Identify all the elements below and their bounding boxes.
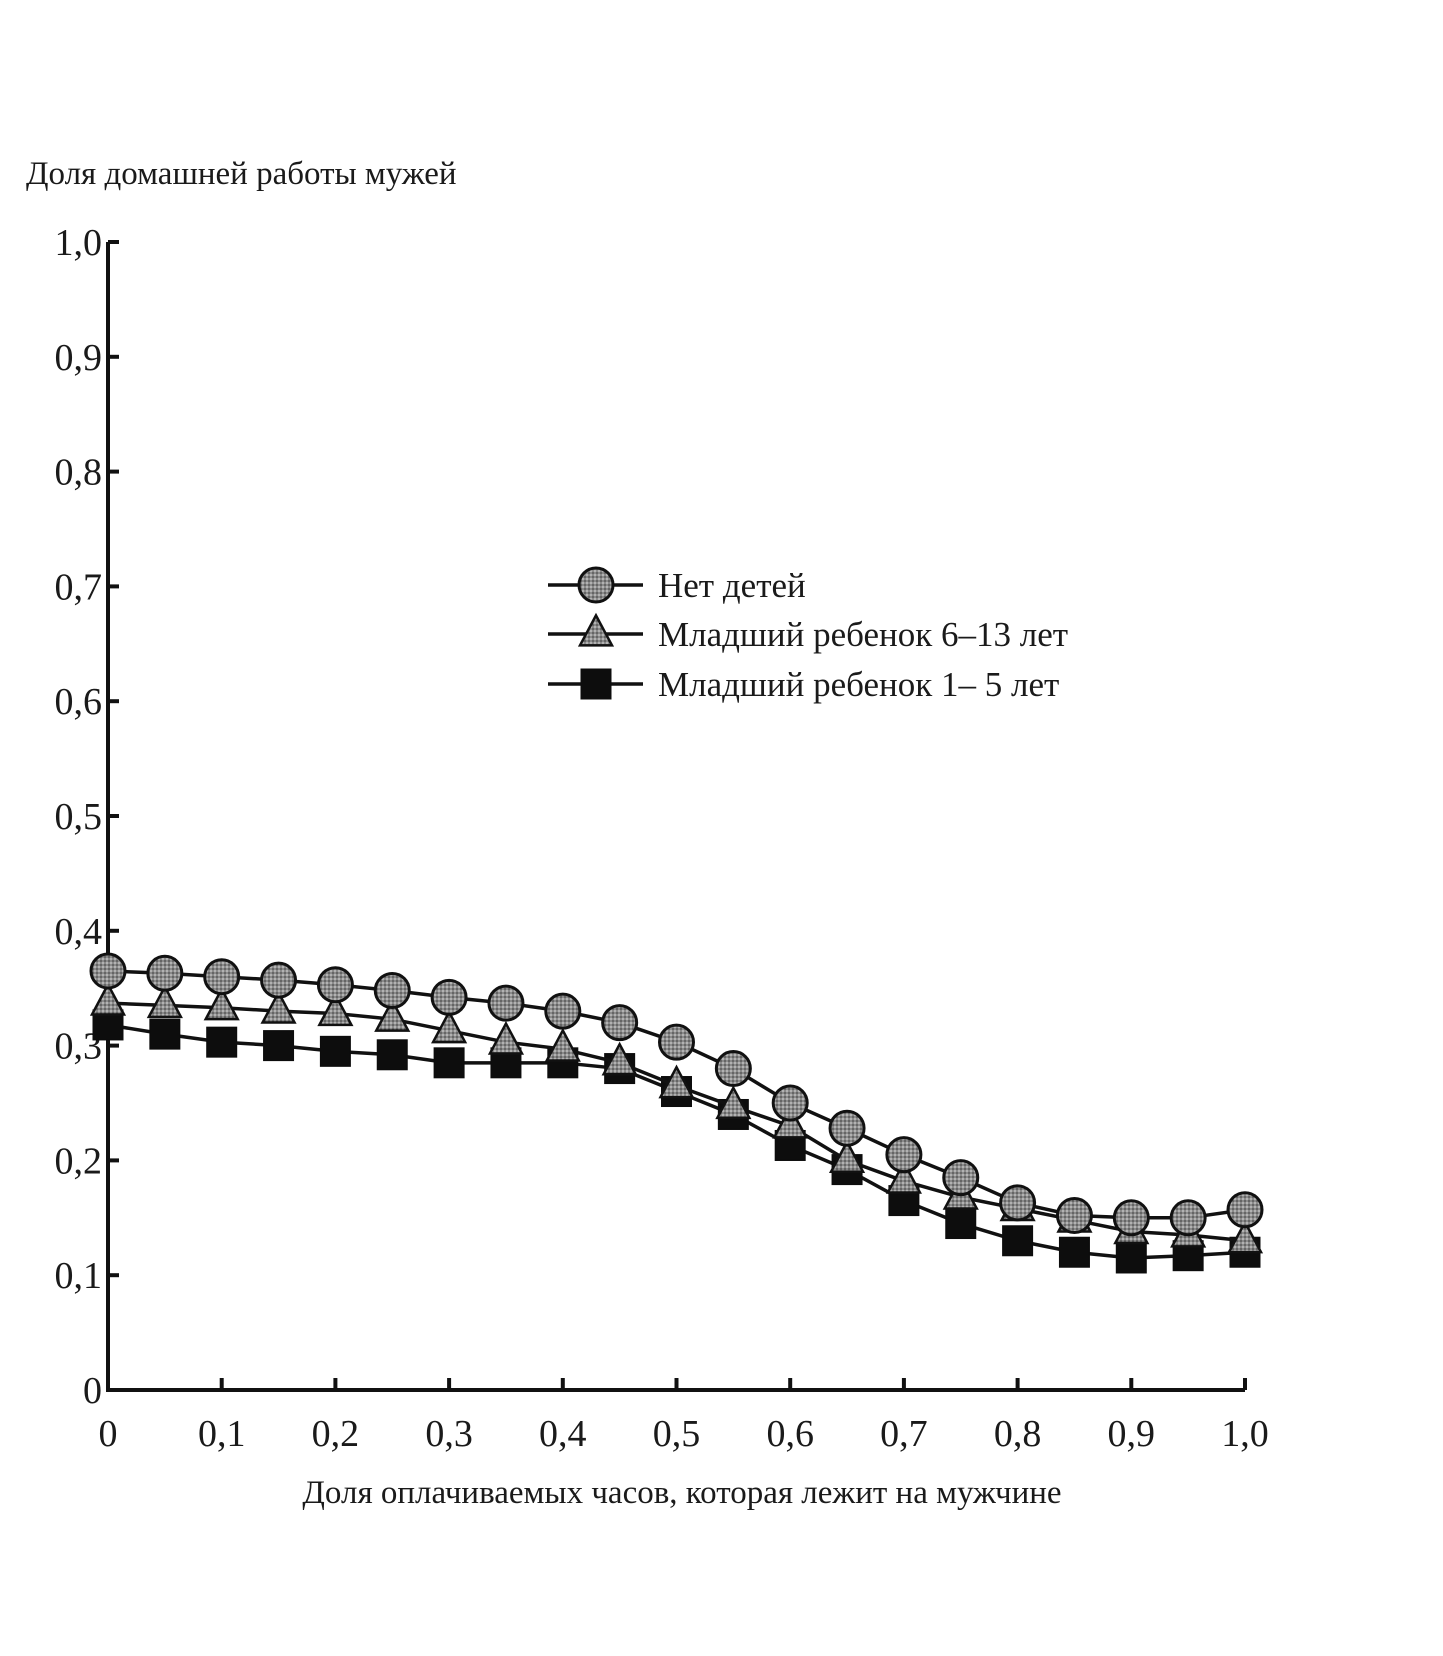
data-point-circle xyxy=(89,952,127,990)
y-tick-label: 1,0 xyxy=(55,222,103,264)
data-point-circle xyxy=(316,966,354,1004)
data-point-triangle xyxy=(487,1020,525,1055)
legend-label: Младший ребенок 6–13 лет xyxy=(658,615,1068,654)
legend-item: Младший ребенок 6–13 лет xyxy=(548,612,1068,654)
x-tick-label: 0,2 xyxy=(312,1413,360,1455)
y-tick-label: 0,9 xyxy=(55,337,103,379)
data-point-triangle xyxy=(89,981,127,1016)
x-tick-label: 0,4 xyxy=(539,1413,587,1455)
data-point-triangle xyxy=(203,986,240,1021)
data-point-circle xyxy=(942,1159,980,1197)
legend-marker-triangle xyxy=(577,612,615,647)
y-tick-label: 0,7 xyxy=(55,566,103,608)
legend-label: Младший ребенок 1– 5 лет xyxy=(658,665,1059,704)
data-point-circle xyxy=(885,1136,923,1174)
data-point-triangle xyxy=(1226,1219,1264,1254)
data-point-square xyxy=(263,1030,295,1062)
y-tick-label: 0,1 xyxy=(55,1255,103,1297)
data-point-circle xyxy=(1055,1197,1093,1235)
data-point-circle xyxy=(1112,1199,1150,1237)
data-point-triangle xyxy=(260,989,297,1024)
data-point-triangle xyxy=(715,1085,752,1120)
data-point-circle xyxy=(260,961,298,999)
data-point-square xyxy=(1115,1242,1147,1274)
x-tick-label: 0,9 xyxy=(1108,1413,1156,1455)
data-point-circle xyxy=(487,984,525,1022)
data-point-circle xyxy=(1226,1191,1264,1229)
series-circle xyxy=(89,952,1264,1237)
data-point-circle xyxy=(771,1084,809,1122)
legend: Нет детей Младший ребенок 6–13 лет Младший… xyxy=(548,566,1068,704)
y-tick-label: 0,2 xyxy=(55,1140,103,1182)
data-point-triangle xyxy=(658,1064,695,1099)
data-point-triangle xyxy=(885,1159,922,1194)
legend-label: Нет детей xyxy=(658,566,806,605)
y-tick-label: 0,8 xyxy=(55,452,103,494)
y-tick-label: 0,5 xyxy=(55,796,103,838)
legend-item: Младший ребенок 1– 5 лет xyxy=(548,665,1059,704)
data-point-circle xyxy=(146,954,184,992)
x-tick-label: 0 xyxy=(99,1413,118,1455)
data-point-circle xyxy=(714,1050,752,1088)
data-point-circle xyxy=(1169,1199,1207,1237)
series-triangle xyxy=(89,981,1264,1254)
data-point-circle xyxy=(373,971,411,1009)
data-point-square xyxy=(945,1208,977,1240)
data-point-triangle xyxy=(146,984,183,1019)
data-point-square xyxy=(319,1035,351,1067)
data-point-circle xyxy=(430,978,468,1016)
data-point-circle xyxy=(828,1109,866,1147)
y-tick-label: 0,6 xyxy=(55,681,103,723)
data-point-triangle xyxy=(601,1041,638,1076)
x-tick-label: 0,3 xyxy=(425,1413,473,1455)
x-tick-label: 0,6 xyxy=(766,1413,814,1455)
data-point-circle xyxy=(203,958,241,996)
series-layer xyxy=(89,952,1264,1274)
data-point-triangle xyxy=(828,1139,866,1174)
y-tick-label: 0,4 xyxy=(55,911,103,953)
y-axis-title: Доля домашней работы мужей xyxy=(26,156,457,192)
data-point-square xyxy=(433,1047,465,1079)
x-tick-label: 1,0 xyxy=(1221,1413,1269,1455)
data-point-triangle xyxy=(772,1104,809,1139)
legend-marker-square xyxy=(580,668,612,700)
x-tick-label: 0,1 xyxy=(198,1413,246,1455)
data-point-triangle xyxy=(544,1027,581,1062)
data-point-triangle xyxy=(317,992,354,1027)
x-axis-title: Доля оплачиваемых часов, которая лежит н… xyxy=(302,1475,1061,1511)
data-point-square xyxy=(1002,1225,1034,1257)
data-point-triangle xyxy=(431,1009,468,1044)
data-point-circle xyxy=(658,1023,695,1061)
data-point-circle xyxy=(544,992,582,1030)
x-tick-label: 0,8 xyxy=(994,1413,1042,1455)
data-point-square xyxy=(206,1026,238,1058)
data-point-square xyxy=(1058,1236,1090,1268)
x-tick-label: 0,5 xyxy=(653,1413,701,1455)
data-point-circle xyxy=(999,1184,1037,1222)
data-point-square xyxy=(376,1039,408,1071)
data-point-square xyxy=(149,1018,181,1050)
legend-marker-circle xyxy=(577,566,615,604)
y-tick-label: 0 xyxy=(83,1370,102,1412)
data-point-triangle xyxy=(374,997,411,1032)
axes: 0 0,1 0,2 0,3 0,4 0,5 0,6 0,7 0,8 0,9 1,0 0 0,1 0,2 0,… xyxy=(55,222,1269,1455)
x-tick-label: 0,7 xyxy=(880,1413,928,1455)
legend-item: Нет детей xyxy=(548,566,806,605)
data-point-circle xyxy=(601,1004,639,1042)
